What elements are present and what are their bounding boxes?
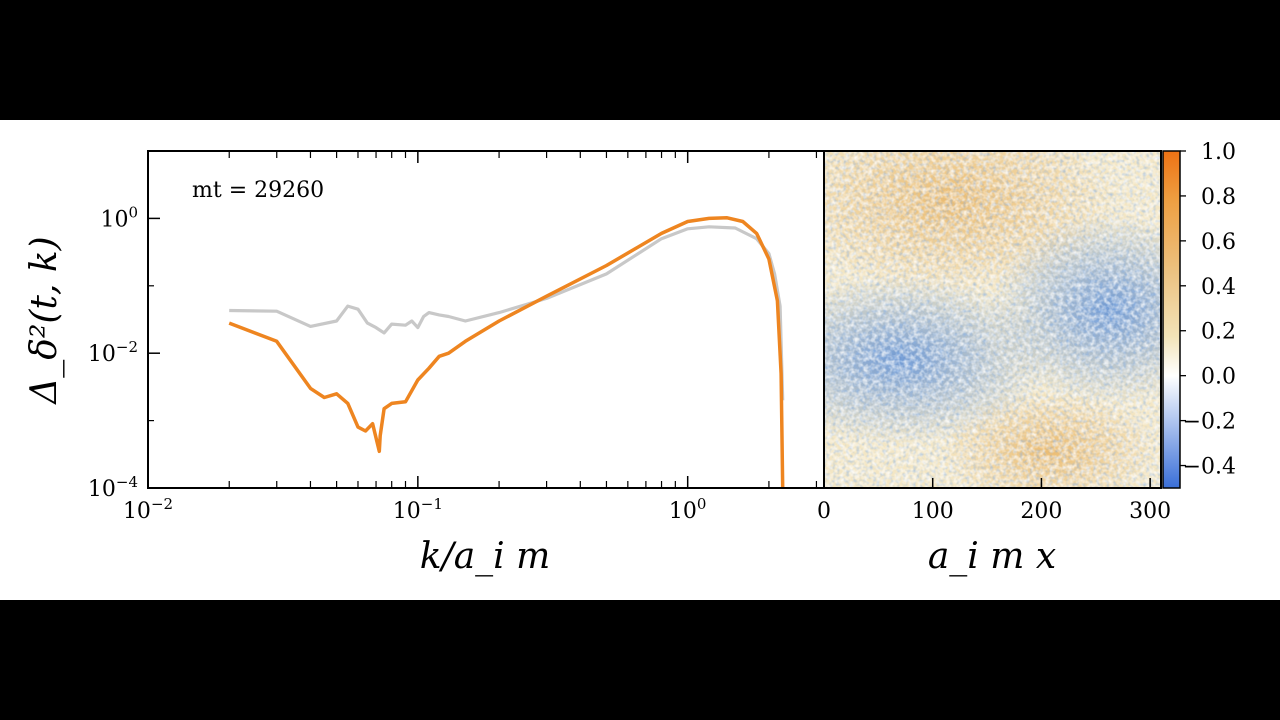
time-annotation: mt = 29260 [192,178,324,203]
x-tick-label: 100 [669,495,707,524]
heatmap-field [824,151,1161,488]
y-tick-label: 100 [100,203,138,232]
series-lines [228,216,785,489]
heatmap-x-tick-label: 0 [817,499,831,524]
figure-panel: 10−2 10−1 100 10−4 10−2 100 mt = 29260 k/a_i… [0,120,1280,600]
series-line-1 [229,225,785,401]
colorbar-tick-label: −0.2 [1183,410,1236,435]
colorbar-tick-label: 0.0 [1201,365,1236,390]
plot-area [148,151,824,488]
colorbar-tick-label: 0.6 [1201,230,1236,255]
heatmap-x-tick-label: 100 [912,499,954,524]
colorbar-tick-label: −0.4 [1183,455,1236,480]
y-tick-label: 10−4 [88,473,138,502]
series-line-2 [228,216,785,489]
colorbar-tick-label: 0.2 [1201,320,1236,345]
x-tick-labels: 10−2 10−1 100 [123,151,707,524]
colorbar-tick-label: 0.8 [1201,185,1236,210]
x-tick-label: 10−1 [393,495,443,524]
colorbar-tick-label: 1.0 [1201,140,1236,165]
colorbar [1162,150,1181,489]
y-tick-label: 10−2 [88,338,138,367]
heatmap-speckle [824,151,1161,488]
heatmap-x-tick-labels: 0 100 200 300 [817,478,1171,524]
heatmap-x-tick-label: 300 [1129,499,1171,524]
colorbar-tick-label: 0.4 [1201,275,1236,300]
colorbar-tick-labels: 1.0 0.8 0.6 0.4 0.2 0.0 −0.2 −0.4 [1180,140,1236,480]
y-axis-label: Δ_δ²(t, k) [24,236,65,405]
heatmap-x-axis-label: a_i m x [928,536,1056,577]
heatmap-x-tick-label: 200 [1020,499,1062,524]
heatmap-frame [823,150,1162,489]
x-tick-label: 10−2 [123,495,173,524]
x-axis-label: k/a_i m [420,536,551,577]
x-minor-ticks [148,150,818,488]
density-heatmap: 0 100 200 300 a_i m x 1.0 0.8 0.6 0.4 0.2 0.0 −0.… [817,140,1236,577]
